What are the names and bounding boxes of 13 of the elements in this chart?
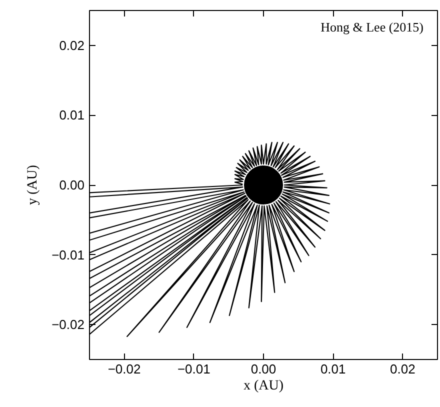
x-tick-label: −0.01 [177,362,210,376]
y-tick-label: 0.01 [59,108,85,123]
y-tick-label: 0.02 [59,38,85,53]
y-tick-label: −0.01 [52,247,85,262]
y-tick-label: 0.00 [59,178,85,192]
annotation: Hong & Lee (2015) [320,20,424,34]
x-tick-label: 0.01 [320,362,346,376]
y-axis-title: y (AU) [26,164,41,206]
x-tick-label: 0.02 [390,362,416,376]
x-axis-title: x (AU) [243,378,284,394]
y-tick-label: −0.02 [52,317,85,332]
x-tick-label: 0.00 [250,362,276,376]
x-tick-label: −0.02 [108,362,141,376]
